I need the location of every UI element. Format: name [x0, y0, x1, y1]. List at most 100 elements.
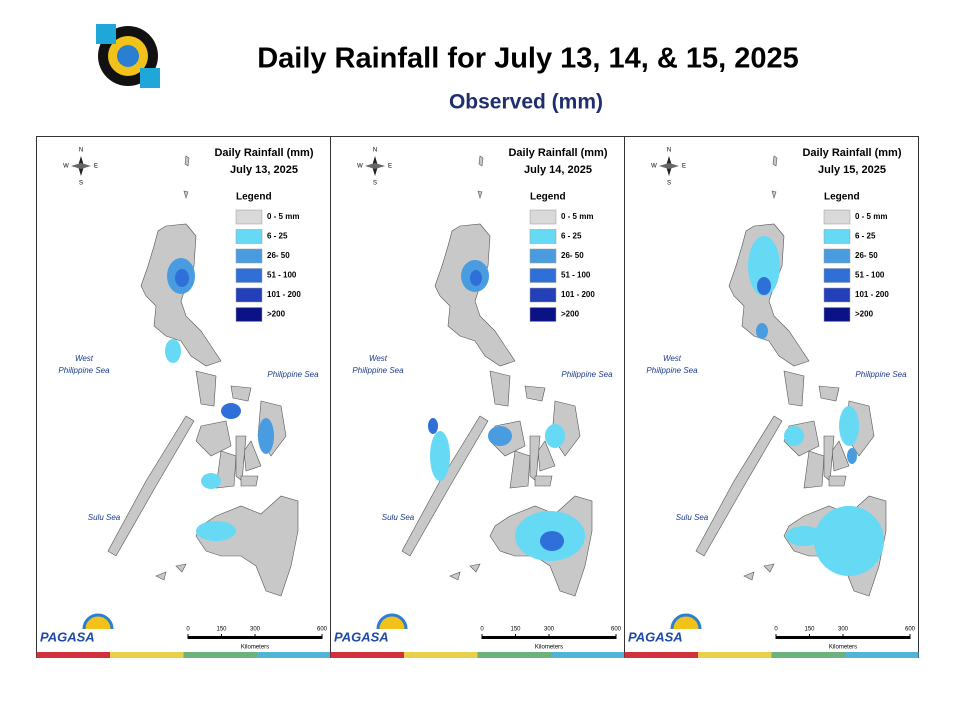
- compass-label: E: [388, 164, 392, 170]
- legend-swatch: [235, 287, 263, 303]
- legend-swatch: [823, 209, 851, 225]
- panel-title: Daily Rainfall (mm): [802, 147, 901, 159]
- color-strip: [404, 652, 478, 658]
- legend-swatch: [529, 229, 557, 244]
- legend-label: 51 - 100: [267, 271, 297, 280]
- legend-label: 26- 50: [561, 251, 584, 260]
- legend-label: 0 - 5 mm: [855, 212, 887, 221]
- color-strip: [624, 652, 698, 658]
- legend-title: Legend: [236, 192, 272, 203]
- logo: [96, 24, 160, 88]
- legend-swatch: [529, 268, 557, 283]
- legend-swatch: [823, 229, 851, 244]
- scale-label: 0: [480, 627, 484, 633]
- legend-label: 0 - 5 mm: [267, 212, 299, 221]
- color-strip: [330, 652, 404, 658]
- title: Daily Rainfall for July 13, 14, & 15, 20…: [257, 43, 799, 75]
- sea-label: Sulu Sea: [676, 513, 709, 522]
- legend-label: 6 - 25: [855, 232, 876, 241]
- compass-label: W: [651, 164, 657, 170]
- scale-label: 600: [611, 627, 622, 633]
- logo-text: PAGASA: [40, 629, 95, 644]
- legend-swatch: [235, 248, 263, 264]
- sea-label: Philippine Sea: [561, 370, 613, 379]
- legend-label: 51 - 100: [855, 271, 885, 280]
- scale-label: 150: [216, 627, 227, 633]
- scale-label: 600: [317, 627, 328, 633]
- legend-label: 101 - 200: [855, 290, 889, 299]
- compass-label: S: [373, 181, 377, 187]
- legend-label: >200: [855, 310, 874, 319]
- scale-label: 0: [774, 627, 778, 633]
- compass-label: N: [79, 148, 83, 154]
- sea-label: Philippine Sea: [352, 366, 404, 375]
- compass: [365, 163, 385, 169]
- scale-unit: Kilometers: [829, 645, 857, 651]
- scale-label: 300: [544, 627, 555, 633]
- compass-label: W: [357, 164, 363, 170]
- legend-label: 101 - 200: [267, 290, 301, 299]
- logo-arc: [376, 613, 408, 630]
- compass-label: E: [682, 164, 686, 170]
- map-panel: Daily Rainfall (mm) July 14, 2025 N S W E Lege…: [330, 136, 625, 658]
- map-panel: Daily Rainfall (mm) July 15, 2025 N S W E Lege…: [624, 136, 919, 658]
- legend-label: 6 - 25: [267, 232, 288, 241]
- scale-label: 150: [804, 627, 815, 633]
- compass-label: W: [63, 164, 69, 170]
- color-strip: [36, 652, 110, 658]
- legend-title: Legend: [530, 192, 566, 203]
- legend-swatch: [823, 268, 851, 283]
- color-strip: [110, 652, 184, 658]
- compass-label: S: [79, 181, 83, 187]
- sea-label: Philippine Sea: [58, 366, 110, 375]
- color-strip: [845, 652, 919, 658]
- legend-swatch: [529, 209, 557, 225]
- sea-label: Sulu Sea: [382, 513, 415, 522]
- legend-title: Legend: [824, 192, 860, 203]
- legend-swatch: [235, 307, 263, 322]
- sea-label: Sulu Sea: [88, 513, 121, 522]
- logo-arc: [82, 613, 114, 630]
- sea-label: West: [369, 354, 388, 363]
- color-strip: [183, 652, 257, 658]
- sea-label: Philippine Sea: [267, 370, 319, 379]
- scale-unit: Kilometers: [535, 645, 563, 651]
- compass-label: S: [667, 181, 671, 187]
- panel-date: July 14, 2025: [524, 164, 592, 176]
- logo-text: PAGASA: [334, 629, 389, 644]
- legend-label: 6 - 25: [561, 232, 582, 241]
- compass: [71, 163, 91, 169]
- panel-date: July 13, 2025: [230, 164, 298, 176]
- scale-label: 150: [510, 627, 521, 633]
- legend-label: 26- 50: [267, 251, 290, 260]
- legend-label: >200: [267, 310, 286, 319]
- legend-label: 101 - 200: [561, 290, 595, 299]
- scale-label: 0: [186, 627, 190, 633]
- legend-swatch: [235, 229, 263, 244]
- subtitle: Observed (mm): [449, 91, 603, 114]
- color-strip: [698, 652, 772, 658]
- compass: [659, 163, 679, 169]
- legend-label: >200: [561, 310, 580, 319]
- sea-label: Philippine Sea: [855, 370, 907, 379]
- legend-label: 26- 50: [855, 251, 878, 260]
- sea-label: Philippine Sea: [646, 366, 698, 375]
- compass-label: E: [94, 164, 98, 170]
- legend-swatch: [823, 248, 851, 264]
- legend-swatch: [823, 287, 851, 303]
- sea-label: West: [75, 354, 94, 363]
- panel-title: Daily Rainfall (mm): [214, 147, 313, 159]
- color-strip: [771, 652, 845, 658]
- logo-arc: [670, 613, 702, 630]
- compass-label: N: [667, 148, 671, 154]
- panel-title: Daily Rainfall (mm): [508, 147, 607, 159]
- legend-label: 0 - 5 mm: [561, 212, 593, 221]
- scale-unit: Kilometers: [241, 645, 269, 651]
- compass-label: N: [373, 148, 377, 154]
- legend-swatch: [529, 287, 557, 303]
- scale-label: 300: [838, 627, 849, 633]
- sea-label: West: [663, 354, 682, 363]
- legend-swatch: [529, 248, 557, 264]
- legend-label: 51 - 100: [561, 271, 591, 280]
